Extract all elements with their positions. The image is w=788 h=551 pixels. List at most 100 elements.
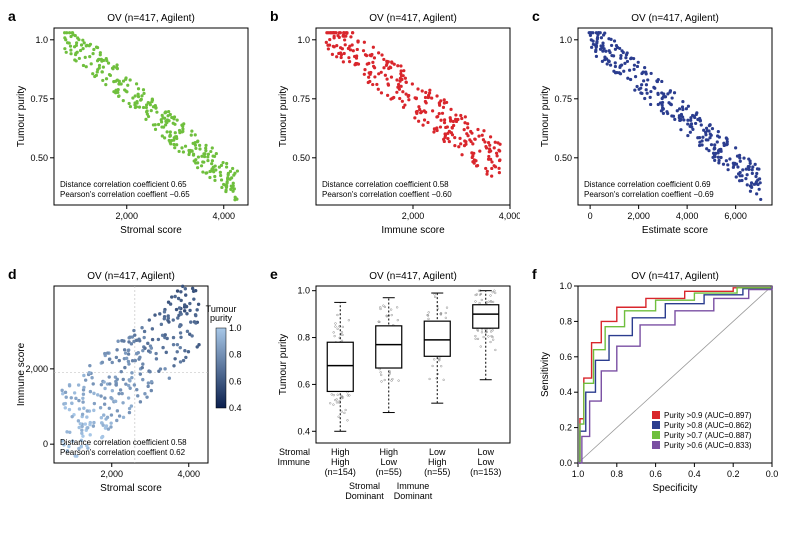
- svg-text:Pearson's correlation coeffien: Pearson's correlation coeffient −0.60: [322, 190, 452, 199]
- svg-text:OV (n=417, Agilent): OV (n=417, Agilent): [369, 13, 457, 24]
- svg-text:Immune score: Immune score: [16, 342, 27, 406]
- svg-text:Low: Low: [477, 457, 494, 467]
- svg-text:0: 0: [43, 439, 48, 449]
- svg-text:0.6: 0.6: [649, 469, 662, 479]
- svg-text:1.0: 1.0: [559, 35, 572, 45]
- svg-text:6,000: 6,000: [724, 211, 747, 221]
- svg-text:1.0: 1.0: [572, 469, 585, 479]
- svg-text:Distance correlation coefficie: Distance correlation coefficient 0.69: [584, 180, 711, 189]
- svg-text:OV (n=417, Agilent): OV (n=417, Agilent): [631, 271, 719, 282]
- svg-text:Stromal score: Stromal score: [100, 483, 162, 494]
- svg-text:0.4: 0.4: [297, 426, 310, 436]
- svg-text:Pearson's correlation coeffien: Pearson's correlation coeffient −0.69: [584, 190, 714, 199]
- svg-text:0.6: 0.6: [559, 352, 572, 362]
- svg-text:Stromal: Stromal: [349, 481, 380, 491]
- svg-text:Tumour purity: Tumour purity: [278, 86, 289, 147]
- svg-text:Pearson's correlation coeffien: Pearson's correlation coeffient 0.62: [60, 448, 186, 457]
- svg-text:0.2: 0.2: [727, 469, 740, 479]
- svg-text:(n=55): (n=55): [424, 467, 450, 477]
- svg-text:2,000: 2,000: [25, 364, 48, 374]
- svg-text:0.6: 0.6: [297, 379, 310, 389]
- svg-text:0.4: 0.4: [688, 469, 701, 479]
- svg-text:Distance correlation coefficie: Distance correlation coefficient 0.65: [60, 180, 187, 189]
- svg-text:1.0: 1.0: [35, 35, 48, 45]
- svg-text:OV (n=417, Agilent): OV (n=417, Agilent): [107, 13, 195, 24]
- svg-text:0.50: 0.50: [292, 153, 310, 163]
- svg-text:0.4: 0.4: [229, 403, 242, 413]
- svg-text:Purity >0.7 (AUC=0.887): Purity >0.7 (AUC=0.887): [664, 431, 752, 440]
- boxplot-e: OV (n=417, Agilent)0.40.60.81.0Tumour pu…: [272, 268, 520, 538]
- svg-text:1.0: 1.0: [229, 323, 242, 333]
- chart-grid: a OV (n=417, Agilent) 2,000 4,000 0.50 0.75 1…: [10, 10, 778, 538]
- panel-d-label: d: [8, 266, 17, 282]
- svg-text:2,000: 2,000: [115, 211, 138, 221]
- svg-text:4,000: 4,000: [212, 211, 235, 221]
- svg-text:2,000: 2,000: [402, 211, 425, 221]
- svg-text:High: High: [428, 457, 447, 467]
- panel-f: f OV (n=417, Agilent)1.00.80.60.40.20.00…: [534, 268, 782, 538]
- panel-a-label: a: [8, 8, 16, 24]
- scatter-c: OV (n=417, Agilent) 0 2,000 4,000 6,000 0.50 0…: [534, 10, 782, 260]
- svg-text:Distance correlation coefficie: Distance correlation coefficient 0.58: [322, 180, 449, 189]
- svg-text:0: 0: [588, 211, 593, 221]
- svg-text:0.2: 0.2: [559, 423, 572, 433]
- svg-text:Low: Low: [380, 457, 397, 467]
- svg-text:OV (n=417, Agilent): OV (n=417, Agilent): [369, 271, 457, 282]
- svg-text:0.50: 0.50: [554, 153, 572, 163]
- svg-text:0.0: 0.0: [559, 458, 572, 468]
- svg-text:Low: Low: [429, 447, 446, 457]
- svg-text:0.75: 0.75: [292, 94, 310, 104]
- svg-text:(n=55): (n=55): [376, 467, 402, 477]
- svg-text:Dominant: Dominant: [394, 491, 433, 501]
- scatter-b: OV (n=417, Agilent) 2,000 4,000 0.50 0.75 1.0…: [272, 10, 520, 260]
- svg-text:Purity >0.6 (AUC=0.833): Purity >0.6 (AUC=0.833): [664, 441, 752, 450]
- svg-text:OV (n=417, Agilent): OV (n=417, Agilent): [631, 13, 719, 24]
- svg-text:Immune: Immune: [277, 457, 310, 467]
- svg-text:Estimate score: Estimate score: [642, 225, 709, 236]
- svg-text:1.0: 1.0: [297, 286, 310, 296]
- svg-text:Immune score: Immune score: [381, 225, 445, 236]
- panel-c: c OV (n=417, Agilent) 0 2,000 4,000 6,000 0.5…: [534, 10, 782, 260]
- svg-text:Tumour purity: Tumour purity: [540, 86, 551, 147]
- panel-b-label: b: [270, 8, 279, 24]
- panel-b: b OV (n=417, Agilent) 2,000 4,000 0.50 0.75 1…: [272, 10, 520, 260]
- svg-text:Purity >0.8 (AUC=0.862): Purity >0.8 (AUC=0.862): [664, 421, 752, 430]
- svg-text:Stromal score: Stromal score: [120, 225, 182, 236]
- svg-text:4,000: 4,000: [676, 211, 699, 221]
- panel-a: a OV (n=417, Agilent) 2,000 4,000 0.50 0.75 1…: [10, 10, 258, 260]
- svg-text:(n=153): (n=153): [470, 467, 501, 477]
- svg-text:Purity >0.9 (AUC=0.897): Purity >0.9 (AUC=0.897): [664, 411, 752, 420]
- svg-text:0.6: 0.6: [229, 376, 242, 386]
- svg-text:0.4: 0.4: [559, 387, 572, 397]
- scatter-a: OV (n=417, Agilent) 2,000 4,000 0.50 0.75 1.0…: [10, 10, 258, 260]
- svg-text:4,000: 4,000: [499, 211, 520, 221]
- panel-c-label: c: [532, 8, 540, 24]
- svg-text:High: High: [331, 447, 350, 457]
- svg-text:(n=154): (n=154): [325, 467, 356, 477]
- svg-text:0.8: 0.8: [559, 316, 572, 326]
- roc-f: OV (n=417, Agilent)1.00.80.60.40.20.00.0…: [534, 268, 782, 538]
- svg-text:Pearson's correlation coeffien: Pearson's correlation coeffient −0.65: [60, 190, 190, 199]
- svg-text:1.0: 1.0: [559, 281, 572, 291]
- panel-e-label: e: [270, 266, 278, 282]
- svg-text:0.75: 0.75: [30, 94, 48, 104]
- svg-text:0.8: 0.8: [229, 350, 242, 360]
- svg-text:2,000: 2,000: [627, 211, 650, 221]
- svg-text:Distance correlation coefficie: Distance correlation coefficient 0.58: [60, 438, 187, 447]
- svg-text:purity: purity: [210, 313, 233, 323]
- svg-text:OV (n=417, Agilent): OV (n=417, Agilent): [87, 271, 175, 282]
- svg-text:Tumour purity: Tumour purity: [16, 86, 27, 147]
- svg-text:Specificity: Specificity: [652, 483, 697, 494]
- svg-text:High: High: [379, 447, 398, 457]
- svg-text:0.75: 0.75: [554, 94, 572, 104]
- panel-f-label: f: [532, 266, 537, 282]
- svg-text:0.50: 0.50: [30, 153, 48, 163]
- svg-text:4,000: 4,000: [177, 469, 200, 479]
- svg-text:Low: Low: [477, 447, 494, 457]
- svg-text:High: High: [331, 457, 350, 467]
- svg-text:Stromal: Stromal: [279, 447, 310, 457]
- svg-text:2,000: 2,000: [100, 469, 123, 479]
- svg-text:Dominant: Dominant: [345, 491, 384, 501]
- scatter-d: OV (n=417, Agilent) 2,000 4,000 0 2,000 Strom…: [10, 268, 258, 538]
- svg-text:1.0: 1.0: [297, 35, 310, 45]
